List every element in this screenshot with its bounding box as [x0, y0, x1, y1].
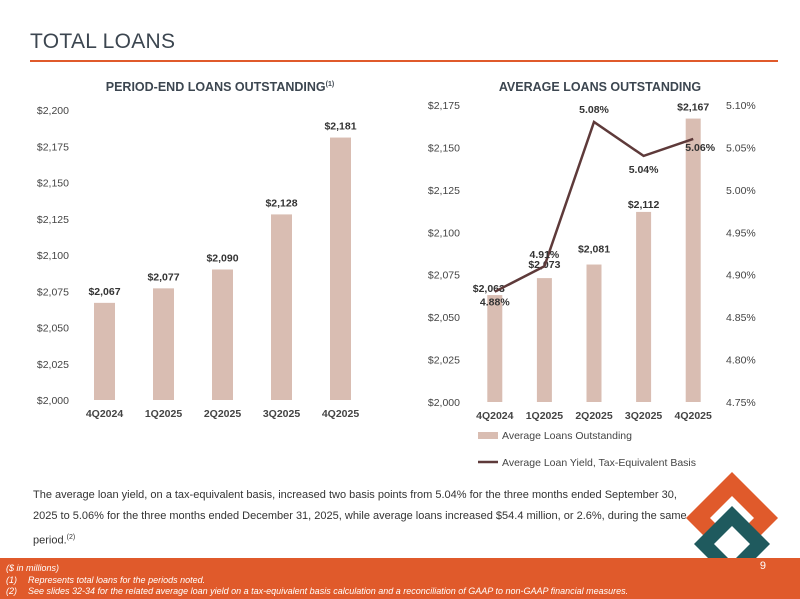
y-tick-label: $2,200	[37, 105, 69, 117]
y-tick-label: $2,100	[37, 250, 69, 262]
y-tick-label: $2,000	[37, 395, 69, 407]
bar	[153, 288, 174, 400]
yield-value-label: 4.88%	[480, 297, 510, 309]
footnote-1: (1) Represents total loans for the period…	[6, 575, 205, 585]
bar	[271, 214, 292, 400]
y2-tick-label: 4.85%	[726, 312, 756, 324]
footnote-2-text: See slides 32-34 for the related average…	[28, 586, 629, 596]
x-tick-label: 2Q2025	[575, 410, 613, 422]
y-tick-label: $2,025	[37, 359, 69, 371]
footnote-1-text: Represents total loans for the periods n…	[28, 575, 206, 585]
bar-value-label: $2,090	[206, 253, 238, 265]
bar	[94, 302, 115, 400]
y-tick-label: $2,000	[428, 397, 460, 409]
x-tick-label: 2Q2025	[204, 408, 242, 420]
logo-teal-diamond-cutout	[714, 526, 750, 562]
y-tick-label: $2,175	[37, 141, 69, 153]
y2-tick-label: 5.05%	[726, 142, 756, 154]
y-tick-label: $2,125	[37, 214, 69, 226]
yield-value-label: 5.06%	[685, 142, 715, 154]
left-chart-title-footnote-ref: (1)	[325, 80, 335, 88]
left-chart-title: PERIOD-END LOANS OUTSTANDING(1)	[60, 80, 380, 94]
title-divider	[30, 60, 778, 62]
legend-bar-swatch	[478, 432, 498, 439]
y-tick-label: $2,125	[428, 185, 460, 197]
y2-tick-label: 4.95%	[726, 227, 756, 239]
x-tick-label: 3Q2025	[263, 408, 301, 420]
x-tick-label: 4Q2024	[476, 410, 514, 422]
y-tick-label: $2,100	[428, 227, 460, 239]
commentary: The average loan yield, on a tax-equival…	[33, 485, 693, 552]
commentary-text: The average loan yield, on a tax-equival…	[33, 489, 687, 547]
y-tick-label: $2,075	[37, 286, 69, 298]
left-chart-title-text: PERIOD-END LOANS OUTSTANDING	[105, 80, 326, 94]
y2-tick-label: 4.75%	[726, 397, 756, 409]
footer-bar	[0, 558, 800, 599]
bar	[586, 264, 602, 402]
bar-value-label: $2,128	[265, 197, 297, 209]
bar-value-label: $2,063	[473, 283, 505, 295]
y2-tick-label: 4.80%	[726, 355, 756, 367]
y-tick-label: $2,150	[37, 178, 69, 190]
page-number: 9	[759, 560, 766, 572]
bar	[212, 269, 233, 400]
yield-value-label: 4.91%	[530, 249, 560, 261]
x-tick-label: 4Q2024	[86, 408, 124, 420]
y-tick-label: $2,075	[428, 270, 460, 282]
x-tick-label: 4Q2025	[322, 408, 360, 420]
right-chart-title: AVERAGE LOANS OUTSTANDING	[498, 80, 702, 94]
y-tick-label: $2,150	[428, 142, 460, 154]
bar-value-label: $2,112	[628, 199, 660, 211]
bar-value-label: $2,167	[677, 102, 709, 114]
x-tick-label: 1Q2025	[145, 408, 183, 420]
bar-value-label: $2,081	[578, 244, 610, 256]
y-tick-label: $2,050	[428, 312, 460, 324]
yield-value-label: 5.08%	[579, 104, 609, 116]
bar	[536, 278, 552, 402]
footnote-units: ($ in millions)	[6, 563, 60, 573]
y-tick-label: $2,025	[428, 355, 460, 367]
footnote-2-number: (2)	[6, 586, 17, 596]
bar-value-label: $2,181	[324, 121, 356, 133]
bar	[636, 211, 652, 402]
bar	[685, 118, 701, 402]
y2-tick-label: 5.10%	[726, 100, 756, 112]
y2-tick-label: 4.90%	[726, 270, 756, 282]
legend-bar-label: Average Loans Outstanding	[502, 430, 632, 442]
legend-line-label: Average Loan Yield, Tax-Equivalent Basis	[502, 457, 696, 469]
x-tick-label: 3Q2025	[625, 410, 663, 422]
y-tick-label: $2,050	[37, 323, 69, 335]
yield-value-label: 5.04%	[629, 164, 659, 176]
footnote-2: (2) See slides 32-34 for the related aver…	[6, 586, 628, 596]
yield-line	[494, 120, 694, 293]
commentary-footnote-ref: (2)	[66, 534, 76, 541]
page-title: TOTAL LOANS	[30, 30, 176, 53]
bar	[330, 137, 351, 401]
average-loans-chart: $2,000 $2,025 $2,050 $2,075 $2,100 $2,125 $2,1…	[428, 100, 756, 469]
y-tick-label: $2,175	[428, 100, 460, 112]
bar	[487, 295, 503, 402]
bar-value-label: $2,077	[147, 271, 179, 283]
y2-tick-label: 5.00%	[726, 185, 756, 197]
bar-value-label: $2,067	[88, 286, 120, 298]
footnote-1-number: (1)	[6, 575, 17, 585]
x-tick-label: 4Q2025	[675, 410, 713, 422]
period-end-loans-chart: $2,000 $2,025 $2,050 $2,075 $2,100 $2,125 $2,1…	[37, 105, 360, 420]
x-tick-label: 1Q2025	[526, 410, 564, 422]
